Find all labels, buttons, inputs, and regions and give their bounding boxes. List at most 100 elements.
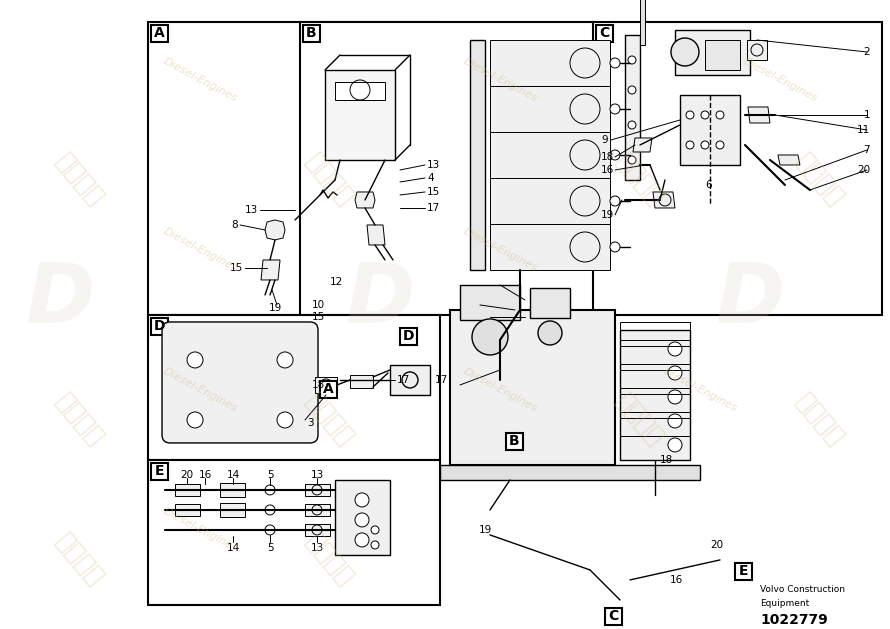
Circle shape — [610, 242, 620, 252]
Bar — [620, 322, 690, 340]
Text: 9: 9 — [601, 135, 608, 145]
Bar — [335, 480, 390, 555]
Text: 18: 18 — [660, 455, 673, 465]
Polygon shape — [653, 192, 675, 208]
Circle shape — [610, 58, 620, 68]
Text: 紫发动力: 紫发动力 — [52, 389, 109, 450]
Circle shape — [671, 38, 699, 66]
Bar — [440, 465, 700, 480]
Bar — [300, 22, 595, 315]
Bar — [400, 328, 417, 345]
Polygon shape — [488, 345, 512, 365]
Text: 11: 11 — [857, 125, 870, 135]
Circle shape — [187, 412, 203, 428]
Text: C: C — [609, 610, 619, 623]
Text: 4: 4 — [427, 173, 433, 183]
Circle shape — [686, 141, 694, 149]
Circle shape — [610, 104, 620, 114]
Circle shape — [371, 526, 379, 534]
Text: 13: 13 — [311, 470, 324, 480]
Circle shape — [668, 366, 682, 380]
Text: 18: 18 — [312, 380, 325, 390]
Bar — [390, 365, 430, 395]
Bar — [148, 22, 440, 315]
Circle shape — [610, 196, 620, 206]
Polygon shape — [305, 524, 330, 536]
Bar — [705, 40, 740, 70]
Text: Diesel-Engines: Diesel-Engines — [161, 366, 239, 414]
Polygon shape — [305, 504, 330, 516]
Text: 紫发动力: 紫发动力 — [52, 149, 109, 211]
Bar — [151, 463, 168, 480]
Bar — [303, 25, 320, 42]
Text: Equipment: Equipment — [760, 599, 809, 608]
Text: 3: 3 — [307, 418, 313, 428]
Circle shape — [265, 505, 275, 515]
Bar — [450, 310, 615, 465]
Text: D: D — [403, 330, 414, 343]
Text: 19: 19 — [478, 525, 491, 535]
Circle shape — [701, 141, 709, 149]
Bar — [620, 370, 690, 388]
Bar — [620, 346, 690, 364]
Polygon shape — [355, 192, 375, 208]
Polygon shape — [175, 504, 200, 516]
Text: 7: 7 — [863, 145, 870, 155]
Circle shape — [628, 156, 636, 164]
Text: 15: 15 — [312, 312, 325, 322]
Circle shape — [187, 352, 203, 368]
Polygon shape — [261, 260, 280, 280]
Text: Diesel-Engines: Diesel-Engines — [661, 366, 739, 414]
Text: 紫发动力: 紫发动力 — [302, 149, 359, 211]
Text: 20: 20 — [710, 540, 723, 550]
Text: B: B — [306, 26, 317, 40]
Circle shape — [668, 342, 682, 356]
Polygon shape — [265, 220, 285, 240]
Text: Diesel-Engines: Diesel-Engines — [161, 56, 239, 104]
Text: 6: 6 — [705, 180, 712, 190]
Circle shape — [610, 150, 620, 160]
Text: 16: 16 — [601, 165, 614, 175]
Polygon shape — [350, 375, 373, 388]
Circle shape — [628, 86, 636, 94]
Bar — [530, 288, 570, 318]
Text: Diesel-Engines: Diesel-Engines — [461, 56, 538, 104]
Circle shape — [277, 352, 293, 368]
Text: 13: 13 — [311, 543, 324, 553]
Circle shape — [686, 111, 694, 119]
Text: C: C — [599, 26, 610, 40]
Text: 16: 16 — [670, 575, 684, 585]
Text: 20: 20 — [181, 470, 194, 480]
Circle shape — [716, 141, 724, 149]
Bar — [460, 285, 520, 320]
Circle shape — [668, 414, 682, 428]
Text: 15: 15 — [427, 187, 441, 197]
Polygon shape — [220, 483, 245, 497]
Text: Diesel-Engines: Diesel-Engines — [161, 506, 239, 554]
Text: 17: 17 — [397, 375, 410, 385]
Text: 13: 13 — [427, 160, 441, 170]
Bar — [593, 22, 882, 315]
Text: D: D — [154, 320, 166, 333]
Text: Diesel-Engines: Diesel-Engines — [741, 56, 819, 104]
Text: 15: 15 — [230, 263, 243, 273]
Circle shape — [472, 319, 508, 355]
Bar — [625, 35, 640, 180]
Polygon shape — [220, 503, 245, 517]
Text: 紫发动力: 紫发动力 — [302, 389, 359, 450]
Text: 8: 8 — [231, 220, 238, 230]
Bar — [506, 433, 523, 450]
Text: 紫发动力: 紫发动力 — [611, 389, 668, 450]
Text: 5: 5 — [267, 470, 273, 480]
Circle shape — [355, 533, 369, 547]
Text: 2: 2 — [863, 47, 870, 57]
Text: 1022779: 1022779 — [760, 613, 828, 627]
Polygon shape — [305, 484, 330, 496]
Text: 20: 20 — [857, 165, 870, 175]
Circle shape — [265, 525, 275, 535]
Text: D: D — [345, 260, 415, 340]
Text: 14: 14 — [226, 543, 239, 553]
Text: 19: 19 — [269, 303, 281, 313]
Text: 17: 17 — [435, 375, 449, 385]
Bar — [680, 95, 740, 165]
